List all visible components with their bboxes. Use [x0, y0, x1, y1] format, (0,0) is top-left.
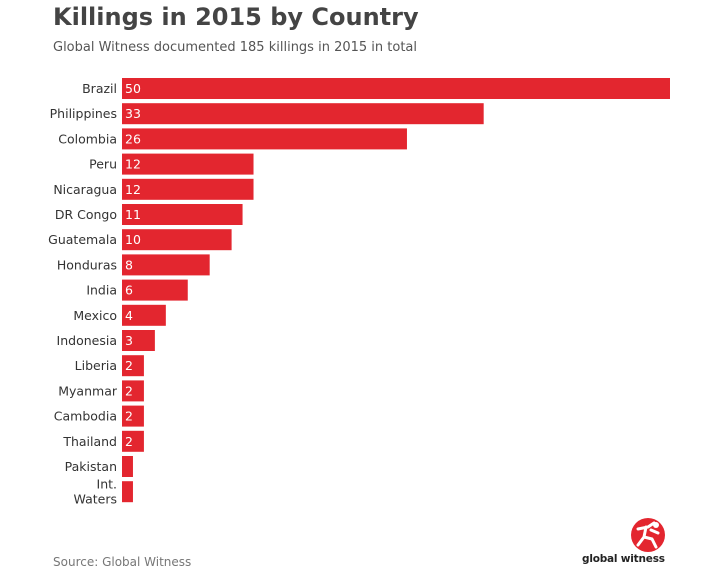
category-label: Guatemala	[48, 232, 117, 247]
category-label: Colombia	[58, 131, 117, 146]
category-label: Honduras	[57, 257, 117, 272]
bar-dr-congo	[122, 204, 243, 225]
category-label: Mexico	[73, 308, 117, 323]
data-label: 11	[125, 207, 141, 222]
bar-thailand	[122, 430, 144, 452]
category-label: DR Congo	[55, 207, 117, 222]
category-label: Int. Waters	[74, 477, 117, 507]
category-label: Thailand	[62, 434, 117, 449]
bar-liberia	[122, 355, 144, 377]
data-label: 8	[125, 257, 133, 272]
source-note: Source: Global Witness	[53, 555, 192, 569]
logo-wordmark: global witness	[582, 553, 665, 565]
data-label: 26	[125, 131, 141, 146]
bar-brazil	[122, 78, 670, 99]
category-label: Peru	[89, 157, 117, 172]
category-label: Brazil	[82, 81, 117, 96]
data-label: 2	[125, 409, 133, 424]
bar-peru	[122, 153, 254, 175]
data-label: 6	[125, 283, 133, 298]
bar-cambodia	[122, 405, 144, 427]
bar-guatemala	[122, 229, 232, 251]
data-label: 3	[125, 333, 133, 348]
category-label: Nicaragua	[53, 182, 117, 197]
category-label: India	[86, 283, 117, 298]
bar-indonesia	[122, 330, 155, 351]
category-label: Cambodia	[54, 409, 117, 424]
global-witness-logo-icon	[631, 518, 665, 552]
bar-pakistan	[122, 456, 133, 477]
chart-title: Killings in 2015 by Country	[53, 3, 419, 31]
bar-int-waters	[122, 481, 133, 503]
bar-mexico	[122, 304, 166, 326]
data-label: 10	[125, 232, 141, 247]
data-label: 2	[125, 434, 133, 449]
bar-nicaragua	[122, 178, 254, 200]
category-label: Philippines	[50, 106, 117, 121]
chart-subtitle: Global Witness documented 185 killings i…	[53, 40, 417, 55]
data-label: 12	[125, 157, 141, 172]
bar-colombia	[122, 128, 407, 150]
data-label: 33	[125, 106, 141, 121]
bar-myanmar	[122, 380, 144, 402]
bar-philippines	[122, 103, 484, 125]
category-label: Myanmar	[58, 383, 118, 398]
data-label: 4	[125, 308, 133, 323]
data-label: 50	[125, 81, 141, 96]
category-label: Pakistan	[65, 459, 117, 474]
bar-honduras	[122, 254, 210, 276]
category-label: Indonesia	[57, 333, 117, 348]
data-label: 2	[125, 358, 133, 373]
data-label: 12	[125, 182, 141, 197]
bar-india	[122, 279, 188, 301]
data-label: 2	[125, 383, 133, 398]
category-label: Liberia	[75, 358, 117, 373]
